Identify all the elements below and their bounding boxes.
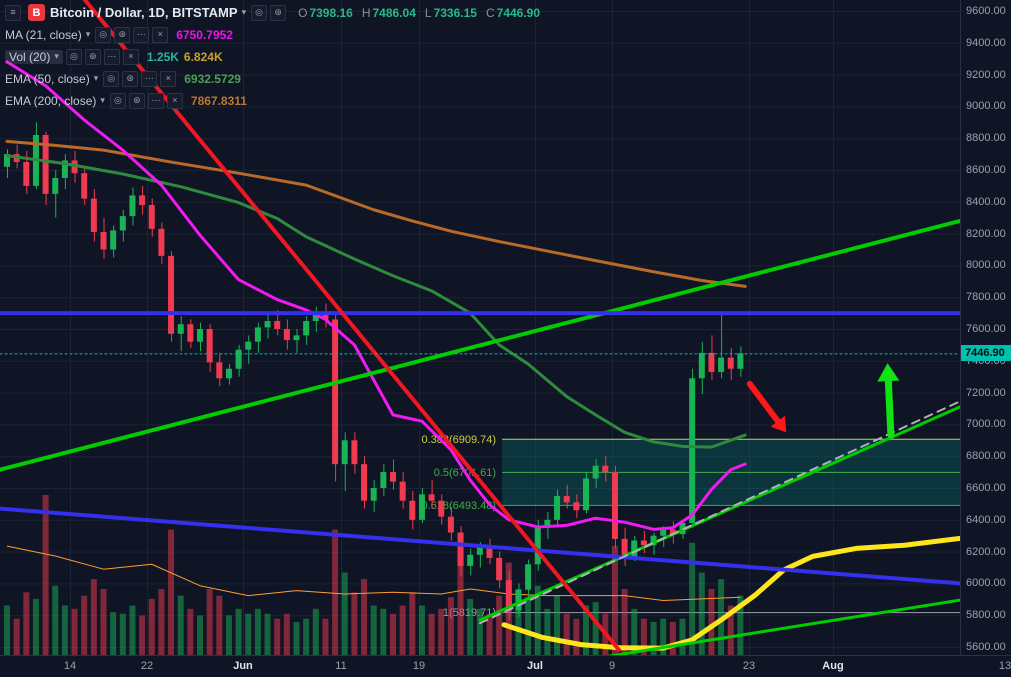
price-tick-label: 8600.00 <box>966 164 1006 176</box>
price-tick-label: 9200.00 <box>966 68 1006 81</box>
last-price-label: 7446.90 <box>961 345 1011 362</box>
ema50-value: 6932.5729 <box>184 71 241 86</box>
more-icon[interactable]: ⋯ <box>141 70 158 87</box>
close-icon[interactable]: × <box>122 48 139 65</box>
time-tick-label: Jun <box>233 660 253 672</box>
price-tick-label: 5600.00 <box>966 641 1006 653</box>
indicator-name[interactable]: Vol (20) <box>9 49 51 64</box>
price-tick-label: 6800.00 <box>966 450 1006 463</box>
high-value: 7486.04 <box>372 5 416 20</box>
eye-icon[interactable]: ◎ <box>65 48 82 65</box>
vol-value: 1.25K <box>146 49 179 64</box>
indicator-name[interactable]: MA (21, close) <box>5 27 82 42</box>
price-tick-label: 7200.00 <box>966 386 1006 399</box>
ma21-value: 6750.7952 <box>176 27 233 42</box>
indicator-row-ma-21[interactable]: MA (21, close) ▾ ◎ ⊛ ⋯ × 6750.7952 <box>5 26 540 43</box>
price-tick-label: 7600.00 <box>966 323 1006 335</box>
settings-icon[interactable]: ⊛ <box>128 92 145 109</box>
symbol-title[interactable]: Bitcoin / Dollar, 1D, BITSTAMP <box>50 5 238 20</box>
price-tick-label: 9600.00 <box>966 5 1006 17</box>
time-tick-label: 23 <box>742 660 756 672</box>
time-tick-label: 19 <box>412 660 426 672</box>
price-tick-label: 6200.00 <box>966 545 1006 558</box>
chevron-down-icon[interactable]: ▾ <box>100 95 105 105</box>
settings-icon[interactable]: ⊛ <box>270 4 287 21</box>
vol-indicator-chip[interactable]: Vol (20) ▾ <box>5 49 63 64</box>
close-value: 7446.90 <box>496 5 541 20</box>
settings-icon[interactable]: ⊛ <box>84 48 101 65</box>
chevron-down-icon[interactable]: ▾ <box>85 29 91 39</box>
chart-plot-area: ≡ B Bitcoin / Dollar, 1D, BITSTAMP ▾ ◎ ⊛… <box>0 0 960 655</box>
eye-icon[interactable]: ◎ <box>95 26 112 43</box>
close-icon[interactable]: × <box>152 26 169 43</box>
price-tick-label: 6000.00 <box>966 577 1006 590</box>
low-label: L <box>424 5 432 20</box>
close-icon[interactable]: × <box>166 92 183 109</box>
symbol-row: ≡ B Bitcoin / Dollar, 1D, BITSTAMP ▾ ◎ ⊛… <box>5 4 540 21</box>
chart-legend: ≡ B Bitcoin / Dollar, 1D, BITSTAMP ▾ ◎ ⊛… <box>5 4 540 114</box>
time-tick-label: 9 <box>608 660 616 672</box>
indicator-row-ema-50[interactable]: EMA (50, close) ▾ ◎ ⊛ ⋯ × 6932.5729 <box>5 70 540 87</box>
time-axis[interactable]: 14 22 Jun 11 19 Jul 9 23 Aug 13 <box>0 655 1011 677</box>
price-tick-label: 8400.00 <box>966 195 1006 208</box>
settings-icon[interactable]: ⊛ <box>114 26 131 43</box>
symbol-logo: B <box>28 4 45 21</box>
more-icon[interactable]: ⋯ <box>133 26 150 43</box>
indicator-name[interactable]: EMA (200, close) <box>5 93 97 108</box>
eye-icon[interactable]: ◎ <box>251 4 268 21</box>
open-label: O <box>298 5 308 20</box>
chevron-down-icon[interactable]: ▾ <box>54 51 59 61</box>
price-axis[interactable]: 7446.90 9600.00 9400.00 9200.00 9000.00 8800… <box>960 0 1011 655</box>
ema200-value: 7867.8311 <box>190 93 247 108</box>
indicator-name[interactable]: EMA (50, close) <box>5 71 90 86</box>
settings-icon[interactable]: ⊛ <box>122 70 139 87</box>
more-icon[interactable]: ⋯ <box>103 48 120 65</box>
price-tick-label: 5800.00 <box>966 609 1006 622</box>
main-chart-canvas[interactable] <box>0 0 960 655</box>
price-tick-label: 8000.00 <box>966 259 1006 272</box>
time-tick-label: 13 <box>998 660 1011 672</box>
close-label: C <box>485 5 495 20</box>
more-icon[interactable]: ⋯ <box>147 92 164 109</box>
price-tick-label: 7800.00 <box>966 291 1006 304</box>
time-tick-label: 14 <box>63 660 77 672</box>
time-tick-label: Jul <box>527 660 543 672</box>
low-value: 7336.15 <box>433 5 477 20</box>
price-tick-label: 9000.00 <box>966 100 1006 113</box>
time-tick-label: 11 <box>335 660 347 672</box>
eye-icon[interactable]: ◎ <box>103 70 120 87</box>
eye-icon[interactable]: ◎ <box>109 92 126 109</box>
price-tick-label: 6400.00 <box>966 513 1006 526</box>
hamburger-icon[interactable]: ≡ <box>5 4 21 21</box>
time-tick-label: Aug <box>822 660 844 672</box>
open-value: 7398.16 <box>309 5 353 20</box>
price-tick-label: 6600.00 <box>966 482 1006 494</box>
chevron-down-icon[interactable]: ▾ <box>241 7 247 17</box>
price-tick-label: 7000.00 <box>966 418 1006 431</box>
time-tick-label: 22 <box>140 660 154 672</box>
close-icon[interactable]: × <box>160 70 177 87</box>
indicator-row-ema-200[interactable]: EMA (200, close) ▾ ◎ ⊛ ⋯ × 7867.8311 <box>5 92 540 109</box>
vol-ma-value: 6.824K <box>183 49 223 64</box>
price-tick-label: 8800.00 <box>966 132 1006 145</box>
price-tick-label: 8200.00 <box>966 227 1006 240</box>
chevron-down-icon[interactable]: ▾ <box>93 73 99 83</box>
indicator-row-vol-20[interactable]: Vol (20) ▾ ◎ ⊛ ⋯ × 1.25K 6.824K <box>5 48 540 65</box>
price-tick-label: 9400.00 <box>966 36 1006 49</box>
high-label: H <box>361 5 371 20</box>
